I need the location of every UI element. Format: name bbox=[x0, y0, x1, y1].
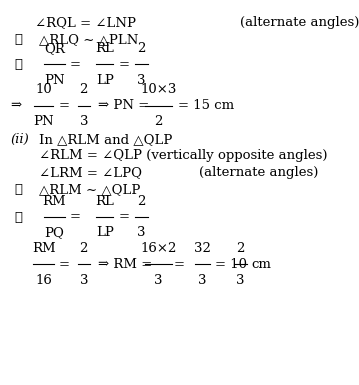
Text: (alternate angles): (alternate angles) bbox=[241, 16, 359, 29]
Text: In △RLM and △QLP: In △RLM and △QLP bbox=[38, 133, 172, 146]
Text: 2: 2 bbox=[236, 242, 245, 255]
Text: LP: LP bbox=[96, 74, 113, 87]
Text: 10: 10 bbox=[36, 83, 52, 96]
Text: 3: 3 bbox=[137, 74, 145, 87]
Text: 3: 3 bbox=[236, 274, 245, 286]
Text: 32: 32 bbox=[194, 242, 211, 255]
Text: ⇒ PN =: ⇒ PN = bbox=[98, 99, 150, 112]
Text: 2: 2 bbox=[137, 194, 145, 208]
Text: 3: 3 bbox=[137, 226, 145, 239]
Text: 2: 2 bbox=[80, 83, 88, 96]
Text: 2: 2 bbox=[80, 242, 88, 255]
Text: ∴: ∴ bbox=[14, 33, 22, 46]
Text: RL: RL bbox=[95, 194, 114, 208]
Text: (ii): (ii) bbox=[11, 133, 29, 146]
Text: =: = bbox=[70, 58, 80, 71]
Text: = 15 cm: = 15 cm bbox=[178, 99, 234, 112]
Text: PN: PN bbox=[33, 115, 54, 128]
Text: 10×3: 10×3 bbox=[140, 83, 177, 96]
Text: 3: 3 bbox=[80, 115, 88, 128]
Text: 3: 3 bbox=[198, 274, 206, 286]
Text: ∠RQL = ∠LNP: ∠RQL = ∠LNP bbox=[35, 16, 136, 29]
Text: =: = bbox=[70, 211, 80, 224]
Text: 3: 3 bbox=[80, 274, 88, 286]
Text: 2: 2 bbox=[137, 42, 145, 55]
Text: ∴: ∴ bbox=[14, 183, 22, 196]
Text: =: = bbox=[59, 99, 69, 112]
Text: PQ: PQ bbox=[44, 226, 64, 239]
Text: △RLM ∼ △QLP: △RLM ∼ △QLP bbox=[38, 183, 140, 196]
Text: LP: LP bbox=[96, 226, 113, 239]
Text: (alternate angles): (alternate angles) bbox=[199, 166, 318, 179]
Text: =: = bbox=[59, 258, 69, 271]
Text: RM: RM bbox=[32, 242, 56, 255]
Text: = 10: = 10 bbox=[215, 258, 247, 271]
Text: 3: 3 bbox=[154, 274, 163, 286]
Text: PN: PN bbox=[44, 74, 65, 87]
Text: =: = bbox=[174, 258, 185, 271]
Text: ∠LRM = ∠LPQ: ∠LRM = ∠LPQ bbox=[38, 166, 141, 179]
Text: ∴: ∴ bbox=[14, 211, 22, 224]
Text: ⇒: ⇒ bbox=[11, 99, 22, 112]
Text: QR: QR bbox=[44, 42, 65, 55]
Text: cm: cm bbox=[251, 258, 271, 271]
Text: ⇒ RM =: ⇒ RM = bbox=[98, 258, 153, 271]
Text: ∴: ∴ bbox=[14, 58, 22, 71]
Text: RM: RM bbox=[42, 194, 66, 208]
Text: 16×2: 16×2 bbox=[140, 242, 177, 255]
Text: 16: 16 bbox=[35, 274, 52, 286]
Text: =: = bbox=[118, 58, 129, 71]
Text: ∠RLM = ∠QLP (vertically opposite angles): ∠RLM = ∠QLP (vertically opposite angles) bbox=[38, 149, 327, 162]
Text: △RLQ ∼ △PLN: △RLQ ∼ △PLN bbox=[38, 33, 138, 46]
Text: RL: RL bbox=[95, 42, 114, 55]
Text: 2: 2 bbox=[154, 115, 163, 128]
Text: =: = bbox=[118, 211, 129, 224]
